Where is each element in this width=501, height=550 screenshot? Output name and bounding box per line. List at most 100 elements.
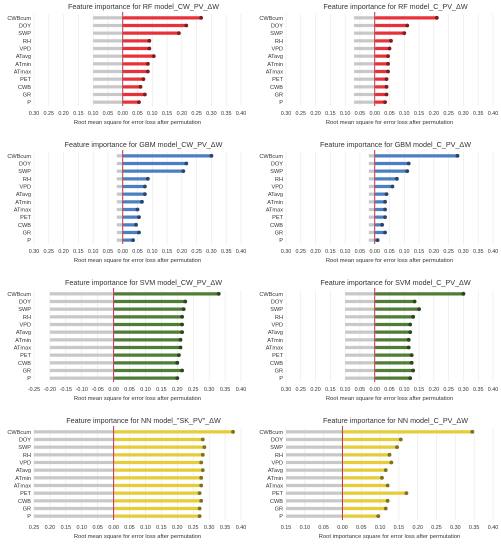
category-label: SWP <box>18 169 31 175</box>
x-tick-label: 0.30 <box>204 387 215 393</box>
baseline-bar <box>354 31 375 35</box>
importance-bar <box>374 161 409 166</box>
error-marker <box>408 330 413 335</box>
error-marker <box>387 46 392 51</box>
x-tick-label: 0.25 <box>188 525 199 531</box>
category-label: ATavg <box>16 330 31 336</box>
x-tick-label: 0.10 <box>375 525 386 531</box>
category-label: DOY <box>19 300 31 306</box>
importance-bar <box>374 62 389 66</box>
importance-bar <box>374 338 409 342</box>
baseline-bar <box>286 514 343 518</box>
category-label: PET <box>272 491 283 497</box>
error-marker <box>404 491 409 496</box>
category-label: GR <box>23 93 31 99</box>
category-label: CWB <box>270 499 283 505</box>
error-marker <box>386 69 390 74</box>
x-tick-label: 0.10 <box>147 249 158 255</box>
baseline-bar <box>34 468 114 472</box>
category-label: VPD <box>271 461 283 467</box>
error-marker <box>197 514 202 519</box>
baseline-bar <box>368 169 375 173</box>
baseline-bar <box>286 453 343 457</box>
importance-bar <box>113 307 184 311</box>
baseline-bar <box>354 16 375 20</box>
category-label: ATavg <box>16 468 31 474</box>
x-tick-label: 0.30 <box>458 387 469 393</box>
baseline-bar <box>354 62 375 66</box>
category-label: SWP <box>18 31 31 37</box>
x-tick-label: 0.00 <box>369 249 380 255</box>
x-tick-label: 0.15 <box>325 111 336 117</box>
importance-bar <box>113 353 179 357</box>
baseline-bar <box>345 322 375 327</box>
error-marker <box>406 337 411 342</box>
x-tick-label: 0.30 <box>206 249 217 255</box>
x-tick-label: 0.20 <box>429 387 440 393</box>
x-tick-label: 0.10 <box>399 387 410 393</box>
importance-bar <box>374 92 387 97</box>
x-tick-label: 0.40 <box>488 387 499 393</box>
x-tick-label: 0.40 <box>488 525 499 531</box>
baseline-bar <box>345 299 375 304</box>
baseline-bar <box>93 39 123 43</box>
error-marker <box>380 222 385 227</box>
importance-bar <box>113 361 178 365</box>
baseline-bar <box>354 92 375 97</box>
error-marker <box>202 445 207 450</box>
category-label: RH <box>23 177 31 183</box>
x-axis-label: Root mean square for error loss after pe… <box>74 534 201 540</box>
importance-bar <box>374 322 411 327</box>
x-tick-label: 0.35 <box>220 387 231 393</box>
error-marker <box>138 84 143 89</box>
error-marker <box>175 376 180 381</box>
category-label: ATavg <box>268 54 283 60</box>
x-tick-label: 0.10 <box>88 249 99 255</box>
baseline-bar <box>116 200 123 204</box>
baseline-bar <box>49 353 114 357</box>
category-label: GR <box>23 369 31 375</box>
importance-bar <box>113 460 202 465</box>
x-tick-label: 0.05 <box>356 525 367 531</box>
importance-bar <box>342 430 473 434</box>
chart-title: Feature importance for GBM model_CW_PV_Δ… <box>65 140 223 149</box>
baseline-bar <box>93 16 123 20</box>
error-marker <box>197 506 202 511</box>
x-tick-label: 0.20 <box>310 111 321 117</box>
error-marker <box>183 299 188 304</box>
x-tick-label: 0.10 <box>399 111 410 117</box>
category-label: CWBcum <box>259 292 283 298</box>
x-tick-label: 0.30 <box>206 111 217 117</box>
error-marker <box>142 184 147 189</box>
x-tick-label: -0.10 <box>76 387 88 393</box>
category-label: ATmax <box>14 70 32 76</box>
x-axis-label: Root mean square for error loss after pe… <box>74 396 201 402</box>
category-label: CWBcum <box>7 430 31 436</box>
baseline-bar <box>34 453 114 457</box>
category-label: P <box>279 238 283 244</box>
error-marker <box>384 192 389 197</box>
category-label: ATavg <box>268 330 283 336</box>
baseline-bar <box>345 292 375 296</box>
x-tick-label: 0.15 <box>162 111 173 117</box>
importance-bar <box>122 69 148 74</box>
baseline-bar <box>93 62 123 66</box>
baseline-bar <box>286 445 343 449</box>
baseline-bar <box>116 184 123 189</box>
importance-bar <box>113 453 203 457</box>
chart-title: Feature importance for RF model_C_PV_ΔW <box>323 2 467 11</box>
x-tick-label: 0.40 <box>236 249 247 255</box>
error-marker <box>200 452 205 457</box>
importance-bar <box>113 330 183 334</box>
category-label: PET <box>20 215 31 221</box>
x-tick-label: 0.10 <box>77 525 88 531</box>
category-label: CWBcum <box>259 16 283 22</box>
category-label: P <box>279 376 283 382</box>
baseline-bar <box>345 361 375 365</box>
x-tick-label: 0.25 <box>431 525 442 531</box>
x-tick-label: 0.40 <box>236 387 247 393</box>
category-label: DOY <box>271 438 283 444</box>
category-label: SWP <box>18 445 31 451</box>
x-tick-label: 0.15 <box>73 111 84 117</box>
category-label: GR <box>275 231 283 237</box>
